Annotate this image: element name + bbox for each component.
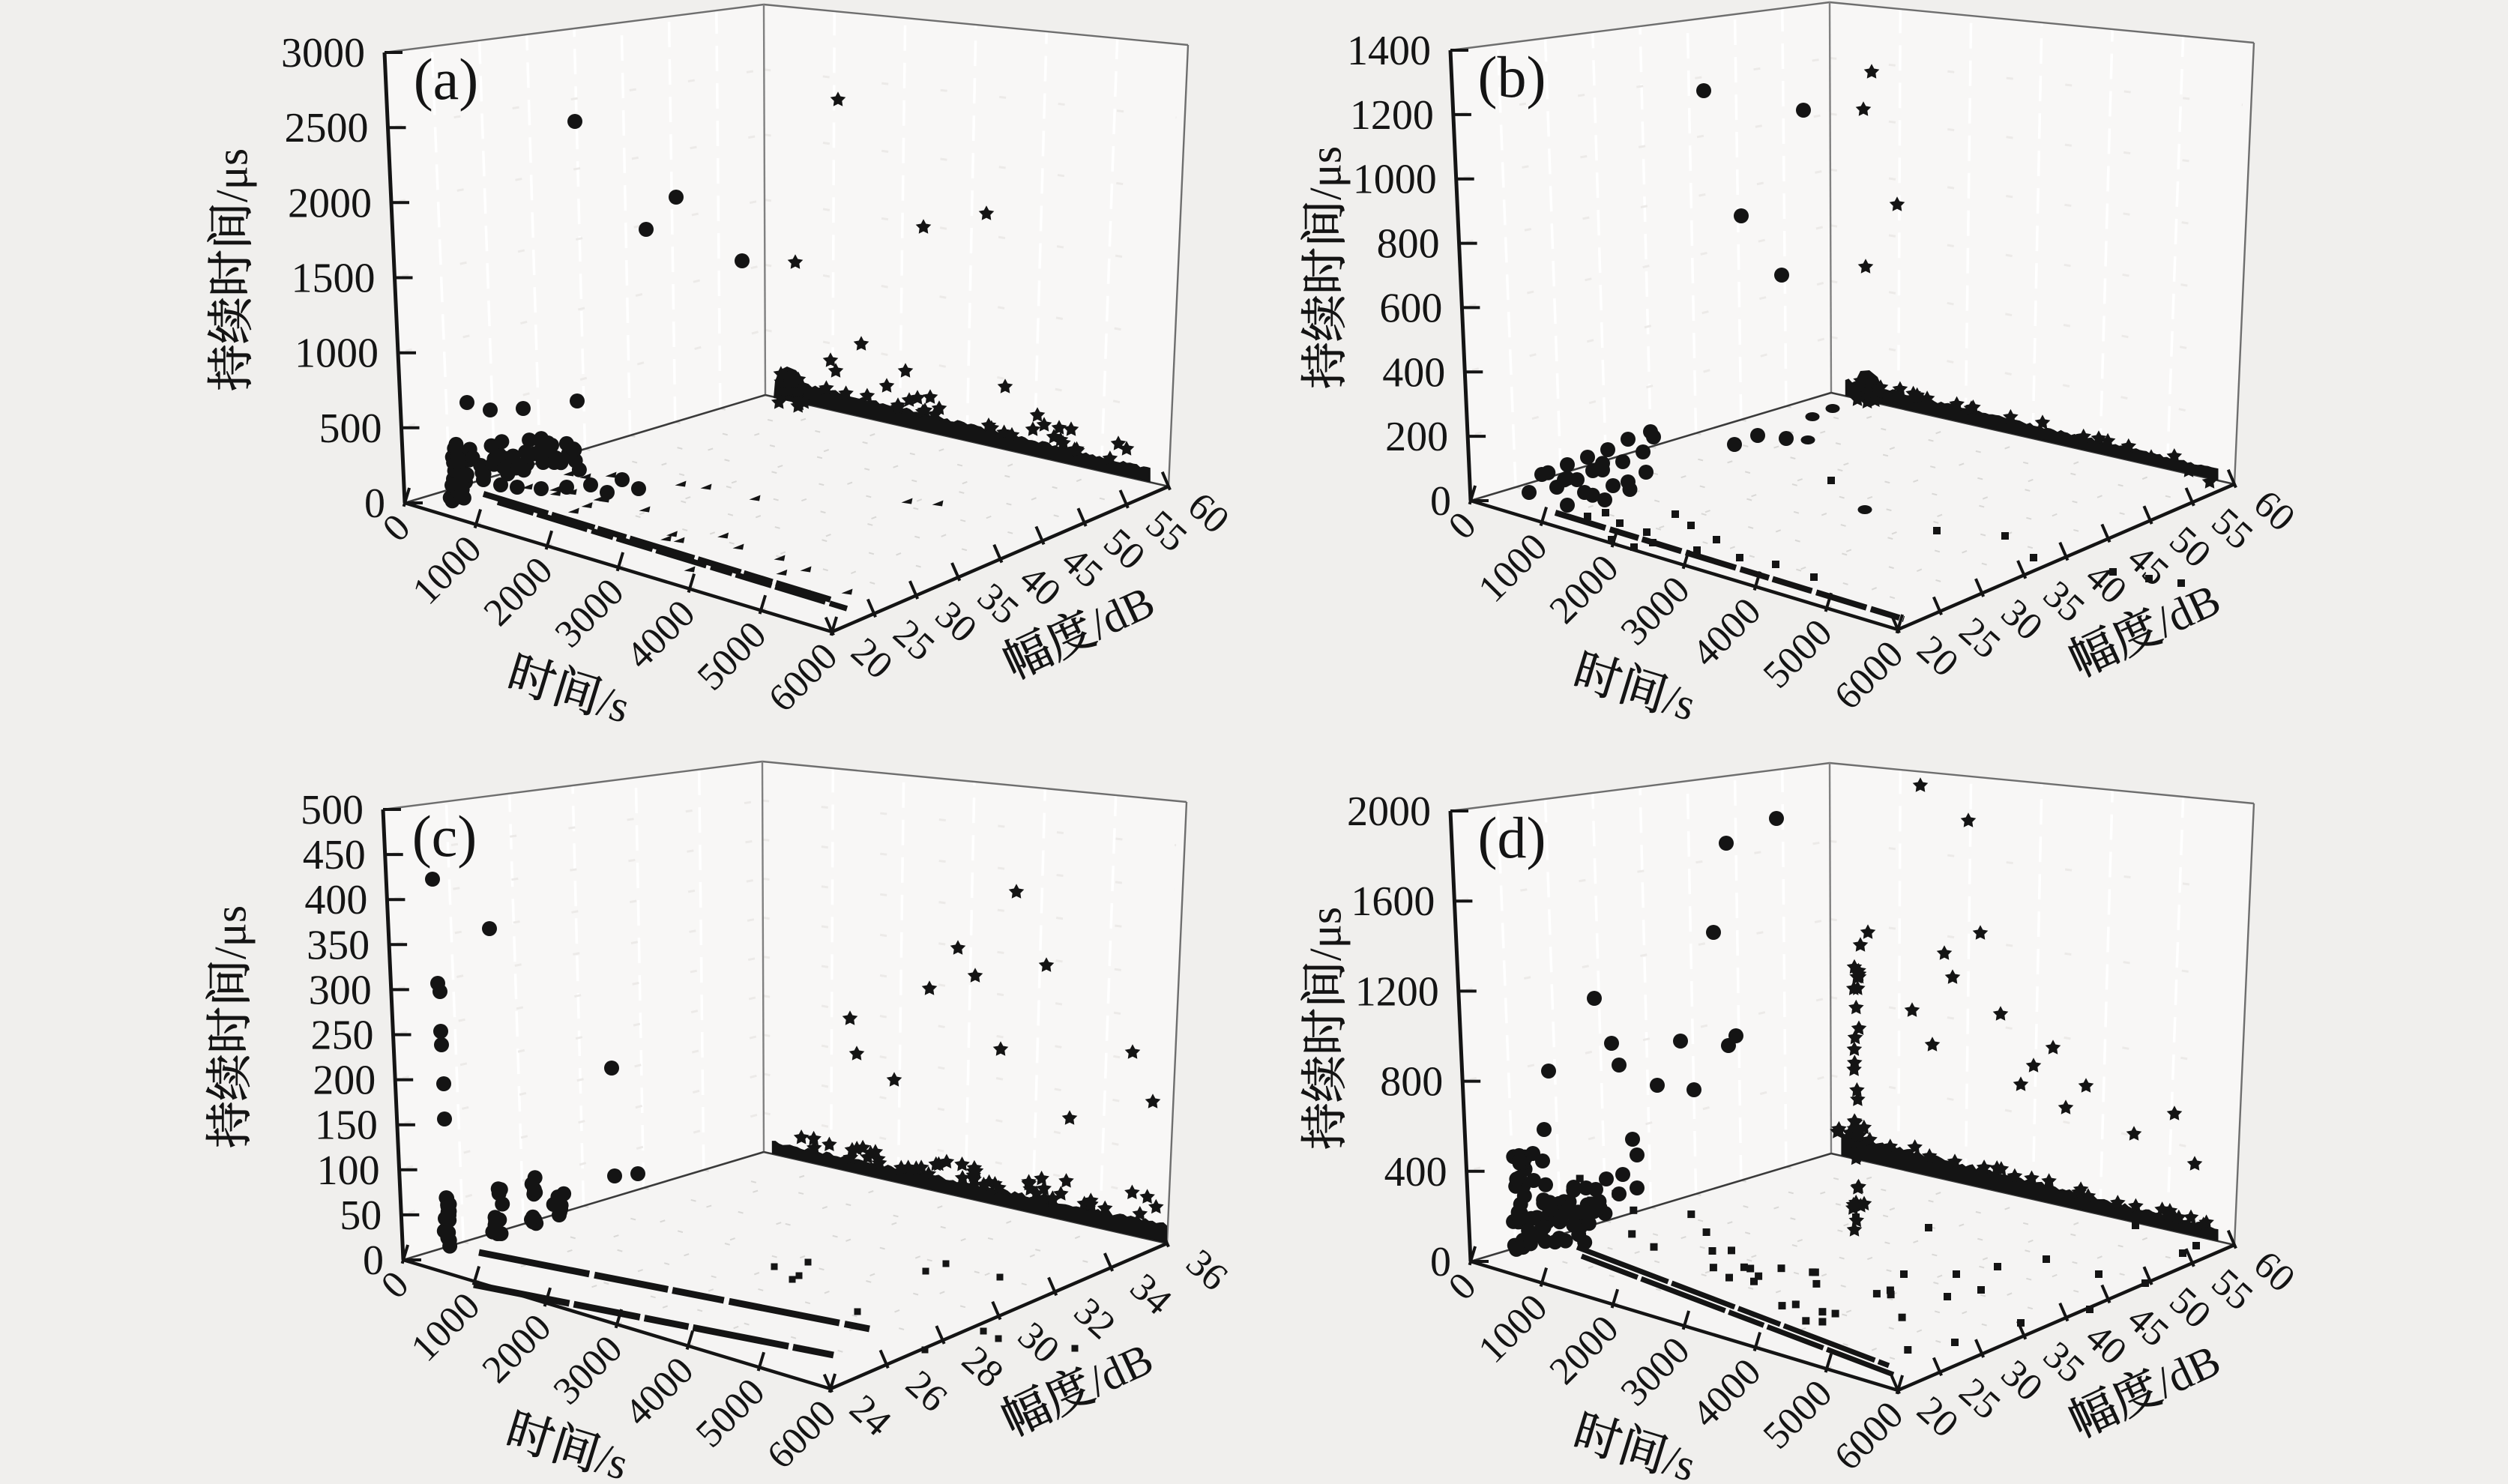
- svg-text:500: 500: [319, 405, 382, 452]
- svg-text:100: 100: [317, 1147, 380, 1194]
- svg-text:1200: 1200: [1355, 968, 1439, 1015]
- svg-text:1000: 1000: [1353, 157, 1437, 203]
- svg-text:200: 200: [1385, 414, 1448, 460]
- svg-text:(b): (b): [1478, 44, 1546, 109]
- svg-text:1500: 1500: [292, 256, 376, 302]
- svg-text:1000: 1000: [295, 331, 379, 377]
- svg-text:500: 500: [301, 787, 364, 833]
- svg-text:/μs: /μs: [1301, 146, 1351, 200]
- svg-text:2500: 2500: [285, 105, 369, 151]
- svg-text:/μs: /μs: [208, 148, 257, 202]
- svg-text:200: 200: [313, 1058, 376, 1104]
- svg-text:800: 800: [1380, 1059, 1443, 1106]
- svg-text:800: 800: [1377, 221, 1440, 268]
- svg-text:/μs: /μs: [206, 905, 256, 959]
- svg-text:(a): (a): [414, 46, 479, 112]
- svg-text:0: 0: [1430, 478, 1451, 525]
- svg-text:400: 400: [1384, 1149, 1447, 1195]
- svg-text:0: 0: [363, 1237, 384, 1284]
- svg-text:600: 600: [1379, 285, 1442, 331]
- svg-text:300: 300: [309, 967, 372, 1013]
- svg-text:450: 450: [303, 832, 366, 878]
- svg-text:1200: 1200: [1350, 92, 1434, 139]
- svg-text:/μs: /μs: [1301, 907, 1351, 961]
- svg-text:0: 0: [1430, 1239, 1451, 1285]
- svg-text:150: 150: [315, 1103, 378, 1149]
- svg-text:250: 250: [311, 1013, 374, 1059]
- svg-text:400: 400: [304, 877, 367, 923]
- svg-text:(d): (d): [1478, 805, 1546, 870]
- svg-text:50: 50: [340, 1192, 382, 1239]
- svg-text:1400: 1400: [1347, 28, 1431, 74]
- svg-text:3000: 3000: [281, 30, 365, 76]
- svg-text:1600: 1600: [1351, 878, 1435, 925]
- svg-text:(c): (c): [412, 803, 477, 869]
- svg-text:350: 350: [307, 922, 370, 968]
- svg-text:2000: 2000: [1347, 788, 1431, 835]
- svg-text:400: 400: [1382, 349, 1445, 396]
- svg-text:0: 0: [364, 480, 385, 527]
- svg-text:2000: 2000: [288, 180, 372, 226]
